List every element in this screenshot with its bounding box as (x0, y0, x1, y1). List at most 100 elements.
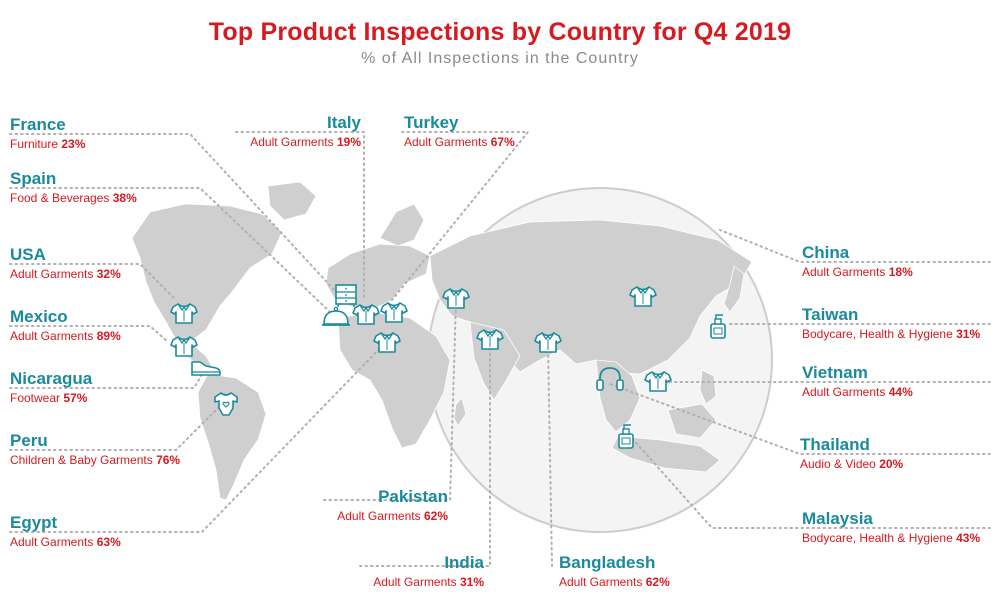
percent-value: 43% (956, 531, 981, 545)
category: Audio & Video (800, 457, 876, 471)
leader-mexico (9, 325, 169, 343)
leader-pakistan (323, 301, 457, 501)
leader-italy (235, 131, 365, 301)
country-name: USA (10, 245, 46, 264)
category: Adult Garments (802, 385, 886, 399)
label-pakistan: Pakistan Adult Garments 62% (324, 486, 448, 524)
leader-turkey (391, 131, 531, 301)
africa-shape (337, 311, 451, 449)
label-thailand: Thailand Audio & Video 20% (800, 434, 903, 472)
madagascar-shape (453, 397, 467, 427)
sneaker-icon (191, 361, 221, 376)
country-name: Spain (10, 169, 57, 188)
country-name: Malaysia (802, 509, 873, 528)
category: Adult Garments (10, 329, 94, 343)
country-name: China (802, 243, 850, 262)
baby-onesie-icon (214, 392, 238, 416)
category: Food & Beverages (10, 191, 110, 205)
percent-value: 31% (459, 575, 484, 589)
percent-value: 62% (645, 575, 670, 589)
percent-value: 67% (490, 135, 515, 149)
category: Adult Garments (250, 135, 334, 149)
percent-value: 89% (96, 329, 121, 343)
country-name: Peru (10, 431, 48, 450)
greenland-shape (267, 181, 317, 221)
label-vietnam: Vietnam Adult Garments 44% (802, 362, 913, 400)
leader-peru (9, 403, 223, 451)
percent-value: 31% (956, 327, 981, 341)
country-name: Italy (326, 113, 361, 132)
label-malaysia: Malaysia Bodycare, Health & Hygiene 43% (802, 508, 980, 546)
percent-value: 76% (156, 453, 181, 467)
borneo-shape (667, 403, 717, 439)
percent-value: 20% (879, 457, 904, 471)
percent-value: 38% (112, 191, 137, 205)
headphones-icon (596, 367, 624, 391)
percent-value: 62% (423, 509, 448, 523)
category: Children & Baby Garments (10, 453, 153, 467)
percent-value: 32% (96, 267, 121, 281)
label-france: France Furniture 23% (10, 114, 85, 152)
japan-shape (723, 265, 745, 313)
label-italy: Italy Adult Garments 19% (237, 112, 361, 150)
category: Adult Garments (404, 135, 488, 149)
country-name: Taiwan (802, 305, 859, 324)
category: Adult Garments (337, 509, 421, 523)
country-name: Mexico (10, 307, 68, 326)
country-name: Pakistan (378, 487, 448, 506)
percent-value: 23% (61, 137, 86, 151)
furniture-icon (335, 284, 357, 307)
label-spain: Spain Food & Beverages 38% (10, 168, 137, 206)
percent-value: 18% (888, 265, 913, 279)
category: Footwear (10, 391, 61, 405)
label-egypt: Egypt Adult Garments 63% (10, 512, 121, 550)
leader-thailand (609, 383, 991, 455)
chart-title: Top Product Inspections by Country for Q… (208, 18, 792, 46)
leader-spain (9, 187, 331, 313)
category: Adult Garments (10, 267, 94, 281)
philippines-shape (699, 369, 717, 405)
leader-china (719, 229, 991, 263)
leader-lines (9, 131, 991, 567)
country-name: Nicaragua (10, 369, 93, 388)
category: Adult Garments (373, 575, 457, 589)
country-name: India (444, 553, 484, 572)
leader-france (9, 133, 337, 293)
leader-india (359, 341, 491, 567)
leader-malaysia (629, 435, 991, 529)
leader-egypt (9, 343, 385, 533)
label-taiwan: Taiwan Bodycare, Health & Hygiene 31% (802, 304, 980, 342)
label-nicaragua: Nicaragua Footwear 57% (10, 368, 92, 406)
leader-usa (9, 263, 177, 301)
indonesia-shape (611, 435, 721, 473)
category: Adult Garments (802, 265, 886, 279)
country-name: Thailand (800, 435, 870, 454)
percent-value: 63% (96, 535, 121, 549)
category: Adult Garments (559, 575, 643, 589)
label-peru: Peru Children & Baby Garments 76% (10, 430, 180, 468)
category: Adult Garments (10, 535, 94, 549)
country-name: France (10, 115, 66, 134)
label-mexico: Mexico Adult Garments 89% (10, 306, 121, 344)
south-america-shape (197, 373, 267, 501)
percent-value: 57% (63, 391, 88, 405)
food-cloche-icon (322, 306, 350, 326)
label-china: China Adult Garments 18% (802, 242, 913, 280)
leader-bangladesh (547, 343, 553, 567)
country-name: Turkey (404, 113, 459, 132)
north-america-shape (131, 203, 283, 343)
country-name: Egypt (10, 513, 58, 532)
label-turkey: Turkey Adult Garments 67% (404, 112, 515, 150)
label-india: India Adult Garments 31% (360, 552, 484, 590)
country-name: Bangladesh (559, 553, 656, 572)
landmasses (131, 181, 753, 501)
chart-subtitle: % of All Inspections in the Country (361, 50, 639, 67)
label-bangladesh: Bangladesh Adult Garments 62% (559, 552, 670, 590)
percent-value: 44% (888, 385, 913, 399)
label-usa: USA Adult Garments 32% (10, 244, 121, 282)
category: Bodycare, Health & Hygiene (802, 531, 953, 545)
scandinavia-shape (379, 203, 425, 247)
southeast-asia-shape (595, 359, 641, 433)
percent-value: 19% (336, 135, 361, 149)
